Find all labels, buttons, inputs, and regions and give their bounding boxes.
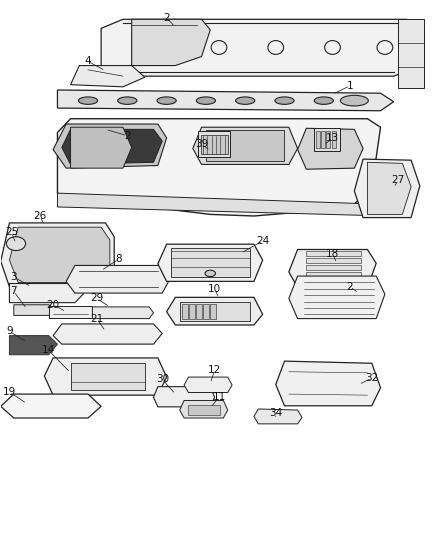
Ellipse shape bbox=[157, 97, 176, 104]
Polygon shape bbox=[276, 361, 381, 406]
Bar bbox=[306, 265, 361, 270]
Polygon shape bbox=[1, 394, 101, 418]
Polygon shape bbox=[180, 400, 228, 418]
Polygon shape bbox=[289, 249, 376, 288]
Polygon shape bbox=[57, 193, 367, 215]
Text: 26: 26 bbox=[33, 211, 46, 221]
Text: 29: 29 bbox=[90, 293, 103, 303]
Text: 7: 7 bbox=[11, 286, 17, 296]
Text: 39: 39 bbox=[195, 139, 208, 149]
Text: 8: 8 bbox=[115, 254, 122, 264]
Polygon shape bbox=[57, 90, 394, 111]
Bar bbox=[306, 279, 361, 284]
Text: 12: 12 bbox=[208, 365, 221, 375]
Polygon shape bbox=[53, 324, 162, 344]
Bar bbox=[306, 251, 361, 256]
Polygon shape bbox=[71, 66, 145, 87]
Polygon shape bbox=[367, 163, 411, 214]
Bar bbox=[49, 306, 92, 318]
Polygon shape bbox=[101, 19, 424, 76]
Ellipse shape bbox=[236, 97, 255, 104]
Text: 30: 30 bbox=[155, 374, 169, 384]
Polygon shape bbox=[57, 119, 381, 216]
Bar bbox=[180, 302, 250, 321]
Polygon shape bbox=[254, 409, 302, 424]
Bar bbox=[196, 304, 202, 319]
Bar bbox=[71, 364, 145, 390]
Text: 34: 34 bbox=[269, 408, 283, 418]
Bar bbox=[210, 304, 216, 319]
Text: 2: 2 bbox=[163, 13, 170, 23]
Bar bbox=[314, 128, 339, 151]
Bar bbox=[189, 304, 195, 319]
Ellipse shape bbox=[205, 270, 215, 277]
Bar bbox=[321, 132, 325, 149]
Text: 11: 11 bbox=[212, 392, 226, 402]
Ellipse shape bbox=[7, 237, 25, 251]
Text: 14: 14 bbox=[42, 345, 55, 356]
Bar bbox=[201, 135, 228, 155]
Text: 18: 18 bbox=[326, 249, 339, 259]
Text: 1: 1 bbox=[346, 81, 353, 91]
Polygon shape bbox=[132, 19, 210, 66]
Polygon shape bbox=[92, 307, 153, 319]
Text: 21: 21 bbox=[90, 313, 103, 324]
Ellipse shape bbox=[314, 97, 333, 104]
Polygon shape bbox=[354, 159, 420, 217]
Polygon shape bbox=[398, 19, 424, 88]
Text: 24: 24 bbox=[256, 236, 269, 246]
Text: 27: 27 bbox=[392, 175, 405, 185]
Polygon shape bbox=[53, 124, 166, 168]
Text: 9: 9 bbox=[6, 326, 13, 336]
Bar bbox=[306, 258, 361, 263]
Polygon shape bbox=[44, 358, 166, 395]
Bar bbox=[306, 272, 361, 277]
Bar bbox=[326, 132, 330, 149]
Ellipse shape bbox=[196, 97, 215, 104]
Ellipse shape bbox=[118, 97, 137, 104]
Bar bbox=[316, 132, 320, 149]
Bar bbox=[206, 131, 285, 161]
Polygon shape bbox=[66, 265, 171, 293]
Polygon shape bbox=[193, 127, 297, 165]
Text: 13: 13 bbox=[326, 133, 339, 143]
Text: 19: 19 bbox=[3, 387, 16, 397]
Polygon shape bbox=[289, 276, 385, 319]
Bar bbox=[182, 304, 187, 319]
Polygon shape bbox=[153, 386, 215, 407]
Polygon shape bbox=[10, 284, 84, 303]
Text: 20: 20 bbox=[46, 300, 60, 310]
Polygon shape bbox=[10, 227, 110, 282]
Bar bbox=[332, 132, 336, 149]
Polygon shape bbox=[62, 130, 162, 165]
Ellipse shape bbox=[275, 97, 294, 104]
Bar bbox=[171, 248, 250, 277]
Bar bbox=[198, 132, 230, 157]
Polygon shape bbox=[10, 336, 57, 355]
Text: 4: 4 bbox=[85, 56, 92, 66]
Polygon shape bbox=[166, 297, 263, 325]
Polygon shape bbox=[184, 377, 232, 392]
Text: 3: 3 bbox=[11, 272, 17, 282]
Polygon shape bbox=[71, 127, 132, 168]
Polygon shape bbox=[1, 223, 114, 287]
Text: 25: 25 bbox=[5, 228, 18, 238]
Ellipse shape bbox=[340, 95, 368, 106]
Text: 32: 32 bbox=[365, 373, 378, 383]
Ellipse shape bbox=[78, 97, 98, 104]
Text: 2: 2 bbox=[124, 131, 131, 141]
Text: 10: 10 bbox=[208, 284, 221, 294]
Bar bbox=[203, 304, 209, 319]
Polygon shape bbox=[158, 244, 263, 281]
Bar bbox=[188, 405, 220, 415]
Polygon shape bbox=[14, 305, 57, 316]
Text: 2: 2 bbox=[346, 282, 353, 292]
Polygon shape bbox=[297, 128, 363, 169]
